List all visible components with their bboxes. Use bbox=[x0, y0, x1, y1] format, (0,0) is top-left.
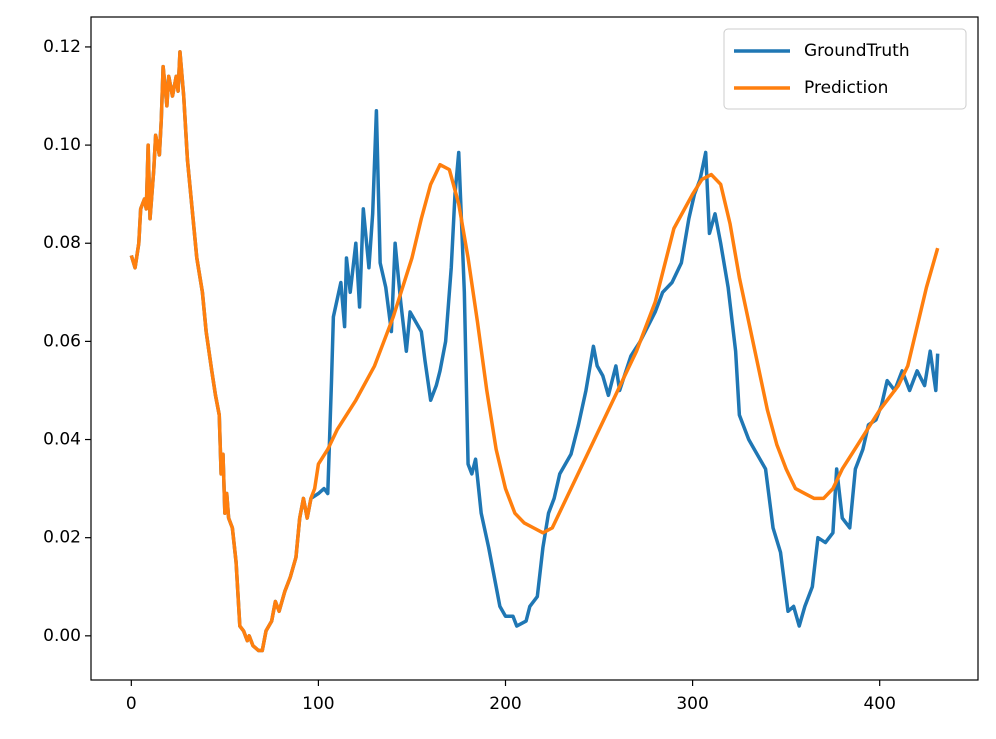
x-tick-label: 0 bbox=[126, 694, 137, 714]
y-tick-label: 0.04 bbox=[43, 430, 81, 450]
x-tick-label: 100 bbox=[302, 694, 334, 714]
y-tick-label: 0.12 bbox=[43, 37, 81, 57]
x-tick-label: 200 bbox=[489, 694, 521, 714]
data-line bbox=[129, 50, 940, 653]
y-tick-label: 0.06 bbox=[43, 331, 81, 351]
x-tick-label: 400 bbox=[863, 694, 895, 714]
y-tick-label: 0.08 bbox=[43, 233, 81, 253]
plot-frame bbox=[90, 16, 979, 681]
data-line bbox=[129, 50, 940, 653]
legend-label: Prediction bbox=[804, 78, 888, 98]
legend-label: GroundTruth bbox=[804, 41, 910, 61]
y-tick-label: 0.00 bbox=[43, 626, 81, 646]
x-tick-label: 300 bbox=[676, 694, 708, 714]
y-tick-label: 0.02 bbox=[43, 528, 81, 548]
y-tick-label: 0.10 bbox=[43, 135, 81, 155]
